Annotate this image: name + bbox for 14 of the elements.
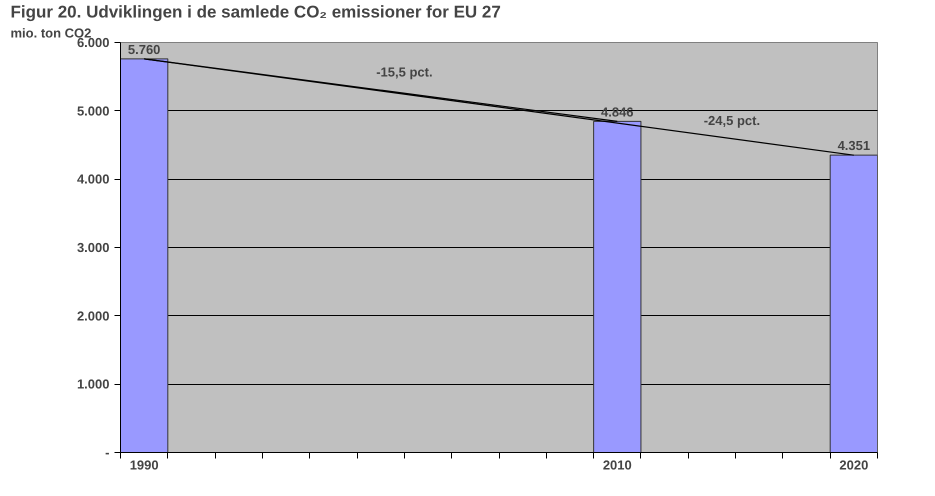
y-tick-label: 1.000 bbox=[76, 376, 110, 392]
data-label: 4.351 bbox=[838, 138, 870, 154]
annotation: -24,5 pct. bbox=[704, 112, 760, 128]
annotation: -15,5 pct. bbox=[376, 64, 433, 80]
x-tick-label: 2020 bbox=[839, 458, 868, 472]
data-label: 5.760 bbox=[128, 42, 160, 57]
y-tick-label: 2.000 bbox=[76, 308, 110, 324]
y-tick-label: 5.000 bbox=[76, 103, 110, 118]
x-tick-label: 1990 bbox=[130, 458, 159, 472]
chart-title: Figur 20. Udviklingen i de samlede CO₂ emissioner for EU 27 bbox=[10, 2, 501, 22]
y-tick-label: 4.000 bbox=[76, 172, 110, 187]
y-tick-label: - bbox=[105, 445, 110, 460]
y-tick-label: 3.000 bbox=[76, 240, 110, 255]
x-tick-label: 2010 bbox=[602, 458, 632, 472]
